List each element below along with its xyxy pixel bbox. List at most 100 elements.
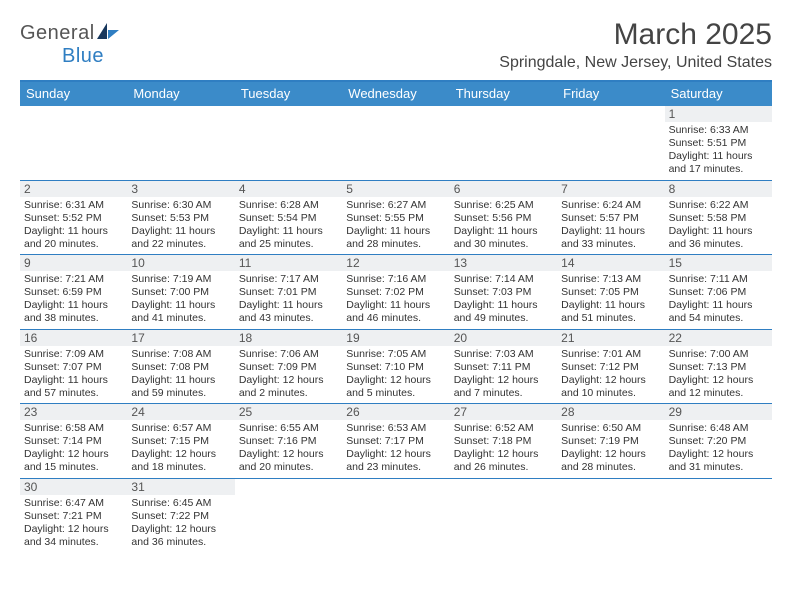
daylight-line: Daylight: 12 hours bbox=[239, 448, 338, 461]
daylight-line: Daylight: 11 hours bbox=[131, 374, 230, 387]
day-cell: 28Sunrise: 6:50 AMSunset: 7:19 PMDayligh… bbox=[557, 404, 664, 478]
empty-cell bbox=[450, 479, 557, 553]
daylight-line: Daylight: 11 hours bbox=[346, 225, 445, 238]
sunrise-line: Sunrise: 7:09 AM bbox=[24, 348, 123, 361]
day-number: 30 bbox=[20, 479, 127, 495]
sunrise-line: Sunrise: 6:55 AM bbox=[239, 422, 338, 435]
week-row: 2Sunrise: 6:31 AMSunset: 5:52 PMDaylight… bbox=[20, 181, 772, 256]
daylight-line: Daylight: 12 hours bbox=[346, 448, 445, 461]
sunset-line: Sunset: 5:51 PM bbox=[669, 137, 768, 150]
daylight-line: Daylight: 12 hours bbox=[239, 374, 338, 387]
day-number: 2 bbox=[20, 181, 127, 197]
daylight-line: and 46 minutes. bbox=[346, 312, 445, 325]
empty-cell bbox=[342, 479, 449, 553]
day-number: 3 bbox=[127, 181, 234, 197]
day-cell: 22Sunrise: 7:00 AMSunset: 7:13 PMDayligh… bbox=[665, 330, 772, 404]
daylight-line: Daylight: 11 hours bbox=[346, 299, 445, 312]
day-cell: 20Sunrise: 7:03 AMSunset: 7:11 PMDayligh… bbox=[450, 330, 557, 404]
daylight-line: Daylight: 11 hours bbox=[561, 225, 660, 238]
sunrise-line: Sunrise: 7:17 AM bbox=[239, 273, 338, 286]
day-cell: 14Sunrise: 7:13 AMSunset: 7:05 PMDayligh… bbox=[557, 255, 664, 329]
daylight-line: and 28 minutes. bbox=[561, 461, 660, 474]
day-cell: 21Sunrise: 7:01 AMSunset: 7:12 PMDayligh… bbox=[557, 330, 664, 404]
daylight-line: and 41 minutes. bbox=[131, 312, 230, 325]
day-number: 16 bbox=[20, 330, 127, 346]
day-header: Thursday bbox=[450, 82, 557, 106]
daylight-line: and 7 minutes. bbox=[454, 387, 553, 400]
day-cell: 17Sunrise: 7:08 AMSunset: 7:08 PMDayligh… bbox=[127, 330, 234, 404]
day-cell: 7Sunrise: 6:24 AMSunset: 5:57 PMDaylight… bbox=[557, 181, 664, 255]
empty-cell bbox=[450, 106, 557, 180]
sunset-line: Sunset: 7:13 PM bbox=[669, 361, 768, 374]
empty-cell bbox=[235, 106, 342, 180]
daylight-line: and 12 minutes. bbox=[669, 387, 768, 400]
sunset-line: Sunset: 7:12 PM bbox=[561, 361, 660, 374]
day-number: 6 bbox=[450, 181, 557, 197]
sunset-line: Sunset: 7:01 PM bbox=[239, 286, 338, 299]
sunset-line: Sunset: 7:11 PM bbox=[454, 361, 553, 374]
sunrise-line: Sunrise: 6:27 AM bbox=[346, 199, 445, 212]
day-cell: 5Sunrise: 6:27 AMSunset: 5:55 PMDaylight… bbox=[342, 181, 449, 255]
daylight-line: and 36 minutes. bbox=[669, 238, 768, 251]
sunrise-line: Sunrise: 6:47 AM bbox=[24, 497, 123, 510]
sunrise-line: Sunrise: 7:19 AM bbox=[131, 273, 230, 286]
sunrise-line: Sunrise: 7:06 AM bbox=[239, 348, 338, 361]
logo-text-blue: Blue bbox=[62, 45, 104, 67]
day-number: 1 bbox=[665, 106, 772, 122]
day-number: 7 bbox=[557, 181, 664, 197]
daylight-line: Daylight: 11 hours bbox=[669, 225, 768, 238]
sunrise-line: Sunrise: 6:50 AM bbox=[561, 422, 660, 435]
week-row: 9Sunrise: 7:21 AMSunset: 6:59 PMDaylight… bbox=[20, 255, 772, 330]
day-cell: 6Sunrise: 6:25 AMSunset: 5:56 PMDaylight… bbox=[450, 181, 557, 255]
day-number: 25 bbox=[235, 404, 342, 420]
daylight-line: Daylight: 12 hours bbox=[561, 448, 660, 461]
sunset-line: Sunset: 6:59 PM bbox=[24, 286, 123, 299]
day-number: 4 bbox=[235, 181, 342, 197]
daylight-line: Daylight: 11 hours bbox=[24, 225, 123, 238]
daylight-line: and 33 minutes. bbox=[561, 238, 660, 251]
week-row: 30 Sunrise: 6:47 AMSunset: 7:21 PMDayligh… bbox=[20, 479, 772, 553]
daylight-line: and 43 minutes. bbox=[239, 312, 338, 325]
sunrise-line: Sunrise: 6:22 AM bbox=[669, 199, 768, 212]
daylight-line: and 30 minutes. bbox=[454, 238, 553, 251]
daylight-line: Daylight: 11 hours bbox=[24, 299, 123, 312]
day-cell: 18Sunrise: 7:06 AMSunset: 7:09 PMDayligh… bbox=[235, 330, 342, 404]
sunset-line: Sunset: 7:03 PM bbox=[454, 286, 553, 299]
empty-cell bbox=[557, 479, 664, 553]
sunset-line: Sunset: 5:56 PM bbox=[454, 212, 553, 225]
logo-sail-icon bbox=[97, 22, 119, 45]
day-header-row: SundayMondayTuesdayWednesdayThursdayFrid… bbox=[20, 82, 772, 106]
day-cell: 12Sunrise: 7:16 AMSunset: 7:02 PMDayligh… bbox=[342, 255, 449, 329]
daylight-line: and 15 minutes. bbox=[24, 461, 123, 474]
sunrise-line: Sunrise: 6:33 AM bbox=[669, 124, 768, 137]
sunset-line: Sunset: 7:22 PM bbox=[131, 510, 230, 523]
sunset-line: Sunset: 7:21 PM bbox=[24, 510, 123, 523]
day-cell: 29Sunrise: 6:48 AMSunset: 7:20 PMDayligh… bbox=[665, 404, 772, 478]
sunrise-line: Sunrise: 6:30 AM bbox=[131, 199, 230, 212]
sunrise-line: Sunrise: 7:05 AM bbox=[346, 348, 445, 361]
day-number: 17 bbox=[127, 330, 234, 346]
day-header: Saturday bbox=[665, 82, 772, 106]
sunrise-line: Sunrise: 6:25 AM bbox=[454, 199, 553, 212]
logo-text-general: General bbox=[20, 22, 95, 44]
day-cell: 25Sunrise: 6:55 AMSunset: 7:16 PMDayligh… bbox=[235, 404, 342, 478]
sunrise-line: Sunrise: 7:16 AM bbox=[346, 273, 445, 286]
daylight-line: Daylight: 12 hours bbox=[24, 523, 123, 536]
sunset-line: Sunset: 5:58 PM bbox=[669, 212, 768, 225]
day-number: 14 bbox=[557, 255, 664, 271]
sunset-line: Sunset: 7:10 PM bbox=[346, 361, 445, 374]
day-number: 12 bbox=[342, 255, 449, 271]
daylight-line: Daylight: 11 hours bbox=[239, 225, 338, 238]
sunset-line: Sunset: 7:06 PM bbox=[669, 286, 768, 299]
sunrise-line: Sunrise: 6:58 AM bbox=[24, 422, 123, 435]
daylight-line: and 20 minutes. bbox=[239, 461, 338, 474]
day-cell: 13Sunrise: 7:14 AMSunset: 7:03 PMDayligh… bbox=[450, 255, 557, 329]
sunrise-line: Sunrise: 7:11 AM bbox=[669, 273, 768, 286]
day-number: 9 bbox=[20, 255, 127, 271]
sunset-line: Sunset: 5:57 PM bbox=[561, 212, 660, 225]
day-header: Friday bbox=[557, 82, 664, 106]
sunrise-line: Sunrise: 6:53 AM bbox=[346, 422, 445, 435]
daylight-line: and 49 minutes. bbox=[454, 312, 553, 325]
day-header: Sunday bbox=[20, 82, 127, 106]
daylight-line: Daylight: 12 hours bbox=[454, 374, 553, 387]
